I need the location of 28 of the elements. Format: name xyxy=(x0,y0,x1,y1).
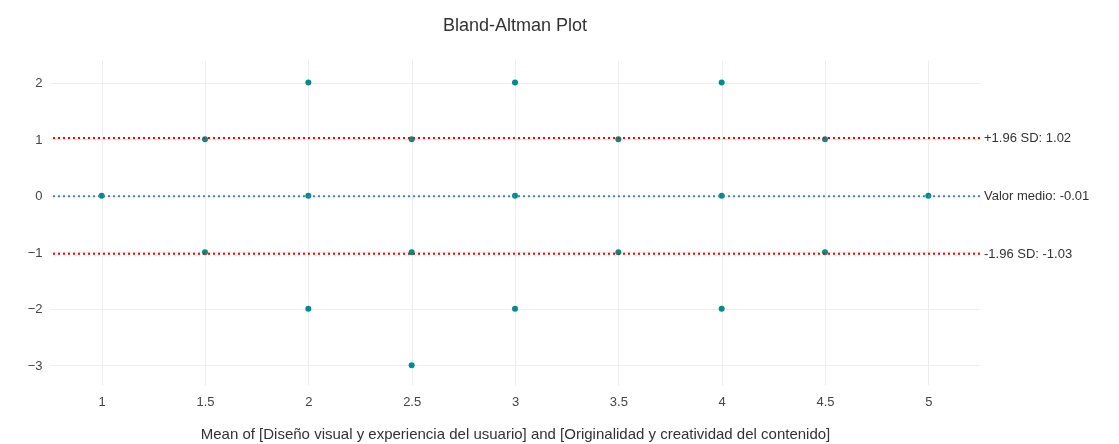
x-axis-title: Mean of [Diseño visual y experiencia del usuario] and [Originalidad y creatividad del contenido] xyxy=(200,424,831,442)
x-tick-label: 5 xyxy=(925,393,933,409)
point xyxy=(305,305,312,312)
point xyxy=(512,79,518,86)
ref-line-label: Valor medio: -0.01 xyxy=(984,188,1090,204)
y-tick-label: 2 xyxy=(35,75,43,91)
x-tick-label: 1.5 xyxy=(196,393,215,409)
x-tick-label: 2 xyxy=(305,393,313,409)
point xyxy=(718,79,725,86)
ref-line-label: -1.96 SD: -1.03 xyxy=(984,245,1073,261)
chart-title: Bland-Altman Plot xyxy=(442,15,588,35)
point xyxy=(408,249,415,256)
point xyxy=(718,305,725,312)
x-tick-label: 3.5 xyxy=(609,393,628,409)
point xyxy=(408,362,415,369)
x-tick-label: 2.5 xyxy=(403,393,422,409)
y-tick-label: −1 xyxy=(27,244,43,260)
point xyxy=(305,79,312,86)
y-tick-label: 1 xyxy=(35,131,43,147)
y-tick-label: −2 xyxy=(27,301,43,317)
x-tick-label: 4 xyxy=(718,393,726,409)
ref-line-label: +1.96 SD: 1.02 xyxy=(984,130,1072,145)
point xyxy=(512,305,518,312)
y-tick-label: −3 xyxy=(27,357,43,373)
x-tick-label: 4.5 xyxy=(816,393,835,409)
y-tick-label: 0 xyxy=(35,188,43,204)
x-tick-label: 3 xyxy=(511,393,520,409)
x-tick-label: 1 xyxy=(98,393,106,409)
